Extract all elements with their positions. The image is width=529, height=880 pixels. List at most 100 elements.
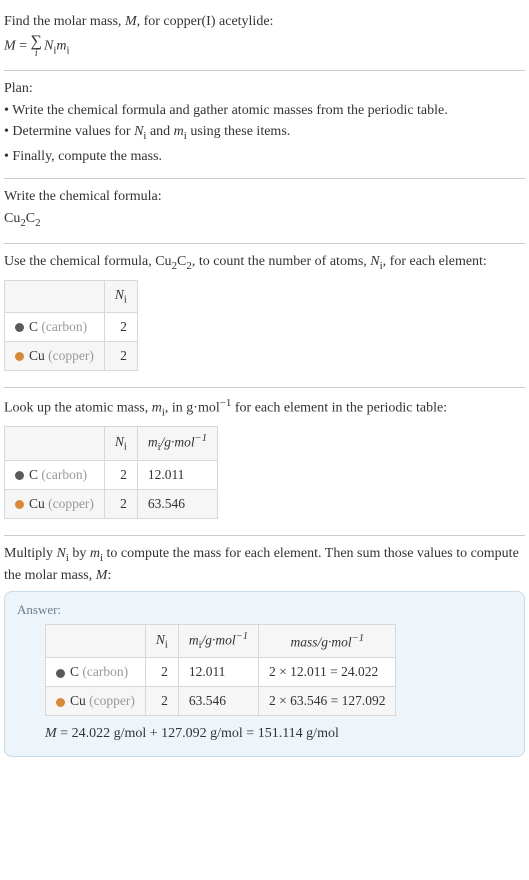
var-n: N (115, 287, 124, 302)
masses-section: Look up the atomic mass, mi, in g·mol−1 … (4, 388, 525, 536)
var-n: N (115, 434, 124, 449)
sub-i: i (124, 295, 127, 306)
n-header: Ni (104, 427, 137, 460)
var-n: N (370, 254, 379, 269)
name: (carbon) (38, 467, 87, 482)
sigma-sub: i (31, 49, 42, 59)
element-cell: C (carbon) (5, 460, 105, 489)
var-m: M (125, 14, 137, 29)
table-row: Cu (copper) 2 63.546 2 × 63.546 = 127.09… (46, 687, 396, 716)
n-header: Ni (104, 280, 137, 312)
m-header: mi/g·mol−1 (178, 625, 258, 658)
blank-header (5, 427, 105, 460)
n-cell: 2 (104, 489, 137, 518)
text: , to count the number of atoms, (192, 254, 370, 269)
n-cell: 2 (145, 658, 178, 687)
neg1: −1 (195, 433, 207, 444)
copper-dot-icon (15, 500, 24, 509)
var-m: m (90, 546, 100, 561)
plan-bullet-3: • Finally, compute the mass. (4, 147, 525, 167)
cu: Cu (155, 254, 171, 269)
text: , for copper(I) acetylide: (137, 14, 274, 29)
name: (copper) (86, 693, 135, 708)
text: Use the chemical formula, (4, 254, 155, 269)
c: C (26, 211, 35, 226)
masses-text: Look up the atomic mass, mi, in g·mol−1 … (4, 396, 525, 421)
table-row: Cu (copper) 2 (5, 341, 138, 370)
table-row: Cu (copper) 2 63.546 (5, 489, 218, 518)
plan-section: Plan: • Write the chemical formula and g… (4, 71, 525, 179)
table-header-row: Ni mi/g·mol−1 mass/g·mol−1 (46, 625, 396, 658)
plan-heading: Plan: (4, 79, 525, 99)
sigma-block: ∑i (31, 34, 42, 59)
n-cell: 2 (104, 312, 137, 341)
name: (carbon) (79, 664, 128, 679)
final-equation: M = 24.022 g/mol + 127.092 g/mol = 151.1… (45, 726, 512, 742)
table-header-row: Ni mi/g·mol−1 (5, 427, 218, 460)
masses-table: Ni mi/g·mol−1 C (carbon) 2 12.011 Cu (co… (4, 426, 218, 518)
c: C (177, 254, 186, 269)
answer-table: Ni mi/g·mol−1 mass/g·mol−1 C (carbon) 2 … (45, 624, 396, 716)
n-cell: 2 (104, 460, 137, 489)
neg1: −1 (236, 631, 248, 642)
count-section: Use the chemical formula, Cu2C2, to coun… (4, 244, 525, 388)
neg1: −1 (220, 397, 232, 409)
var-m: M (4, 38, 16, 53)
var-mM: M (96, 568, 108, 583)
table-row: C (carbon) 2 12.011 (5, 460, 218, 489)
copper-dot-icon (15, 352, 24, 361)
sigma: ∑ (31, 34, 42, 49)
sym: C (29, 467, 38, 482)
cu: Cu (4, 211, 20, 226)
m-cell: 12.011 (137, 460, 217, 489)
count-text: Use the chemical formula, Cu2C2, to coun… (4, 252, 525, 274)
sym: Cu (29, 496, 45, 511)
text: Find the molar mass, (4, 14, 125, 29)
sym: C (70, 664, 79, 679)
n-cell: 2 (145, 687, 178, 716)
table-header-row: Ni (5, 280, 138, 312)
calc-cell: 2 × 63.546 = 127.092 (258, 687, 395, 716)
var-n: N (44, 38, 53, 53)
name: (carbon) (38, 319, 87, 334)
var-m: M (45, 726, 57, 741)
text: , in g·mol (165, 400, 220, 415)
var-m: m (189, 633, 199, 648)
chem-heading: Write the chemical formula: (4, 187, 525, 207)
plan-bullet-1: • Write the chemical formula and gather … (4, 101, 525, 121)
element-cell: Cu (copper) (5, 341, 105, 370)
text: = 24.022 g/mol + 127.092 g/mol = 151.114… (57, 726, 339, 741)
sub-i2: i (66, 44, 69, 56)
text: and (146, 124, 173, 139)
var-n: N (57, 546, 66, 561)
answer-title: Answer: (17, 602, 512, 618)
neg1: −1 (352, 633, 364, 644)
table-row: C (carbon) 2 (5, 312, 138, 341)
element-cell: C (carbon) (46, 658, 146, 687)
sym: Cu (29, 348, 45, 363)
sym: C (29, 319, 38, 334)
element-cell: Cu (copper) (5, 489, 105, 518)
table-row: C (carbon) 2 12.011 2 × 12.011 = 24.022 (46, 658, 396, 687)
sub-i: i (124, 442, 127, 453)
text: using these items. (187, 124, 290, 139)
element-cell: C (carbon) (5, 312, 105, 341)
m-cell: 63.546 (178, 687, 258, 716)
chemical-formula-section: Write the chemical formula: Cu2C2 (4, 179, 525, 244)
text: : (107, 568, 111, 583)
var-m: m (152, 400, 162, 415)
var-n: N (156, 632, 165, 647)
text: • Determine values for (4, 124, 134, 139)
calc-cell: 2 × 12.011 = 24.022 (258, 658, 395, 687)
intro-formula: M = ∑iNimi (4, 34, 525, 59)
sub-i: i (165, 640, 168, 651)
blank-header (5, 280, 105, 312)
unit: /g·mol (160, 435, 194, 450)
element-cell: Cu (copper) (46, 687, 146, 716)
blank-header (46, 625, 146, 658)
mass-header: mass/g·mol−1 (258, 625, 395, 658)
intro-section: Find the molar mass, M, for copper(I) ac… (4, 4, 525, 71)
equals: = (16, 38, 31, 53)
multiply-section: Multiply Ni by mi to compute the mass fo… (4, 536, 525, 768)
mass-label: mass/g·mol (290, 634, 351, 649)
